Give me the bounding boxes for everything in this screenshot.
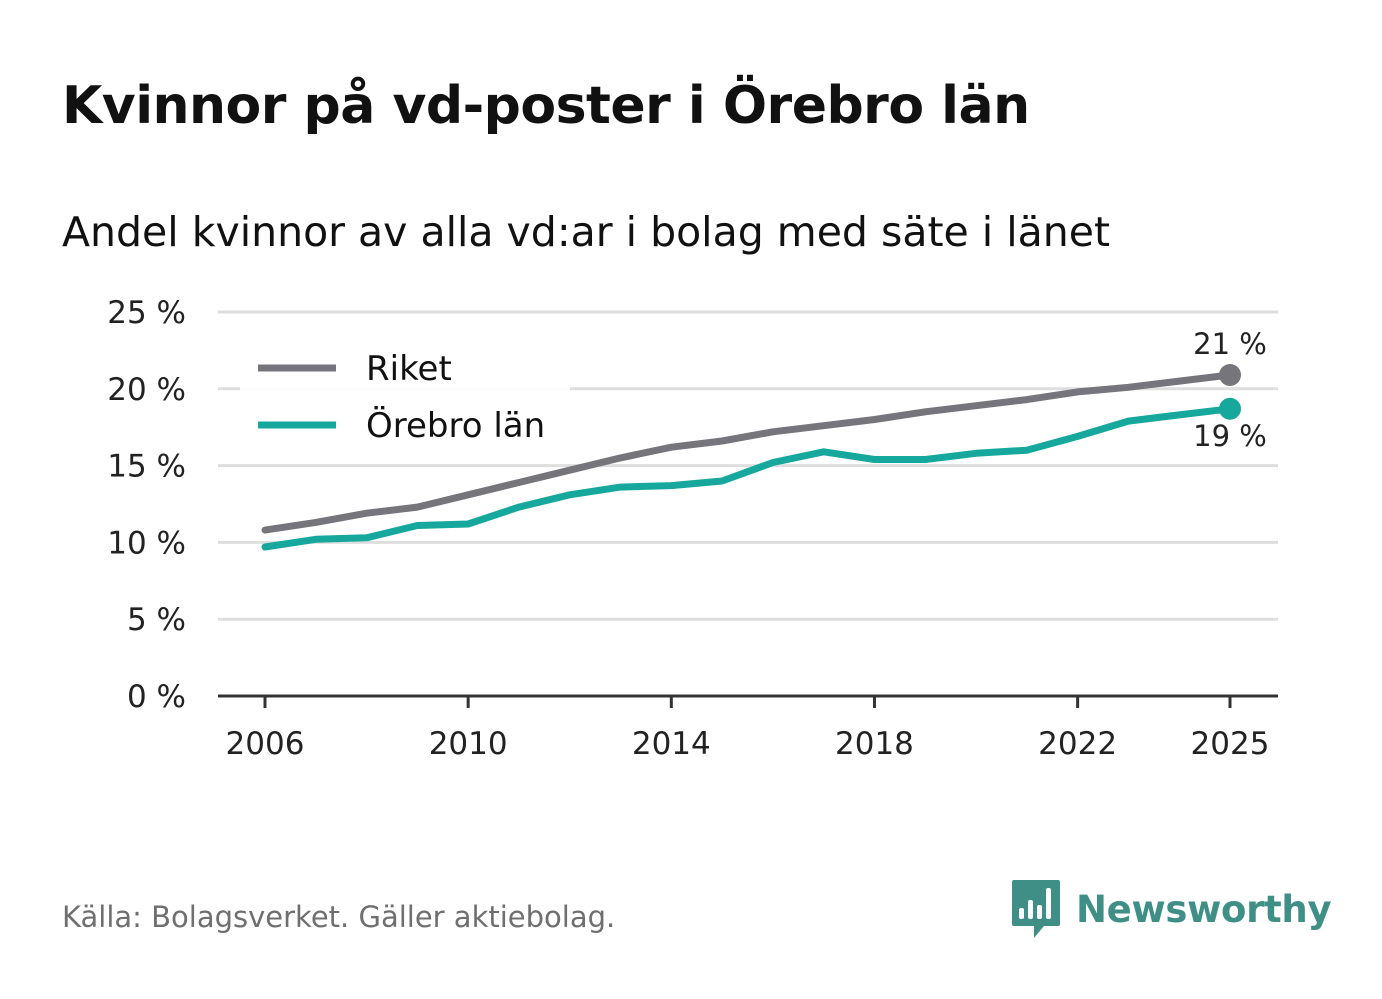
series-lines: 21 % 19 % xyxy=(261,327,1267,551)
y-tick-label: 15 % xyxy=(107,449,186,485)
newsworthy-logo[interactable]: Newsworthy xyxy=(1010,878,1332,940)
brand-name: Newsworthy xyxy=(1076,887,1332,931)
series-line-riket xyxy=(261,371,1234,534)
end-label-orebro: 19 % xyxy=(1193,419,1267,453)
end-label-riket: 21 % xyxy=(1193,327,1267,361)
x-tick-label: 2006 xyxy=(226,726,305,762)
legend-label-orebro: Örebro län xyxy=(366,405,545,446)
chart-title: Kvinnor på vd-poster i Örebro län xyxy=(62,76,1030,136)
chart-subtitle: Andel kvinnor av alla vd:ar i bolag med … xyxy=(62,208,1111,256)
y-tick-label: 0 % xyxy=(127,679,186,715)
y-tick-label: 20 % xyxy=(107,372,186,408)
series-line-orebro xyxy=(261,405,1234,551)
y-tick-label: 25 % xyxy=(107,295,186,331)
end-point-riket xyxy=(1219,363,1241,386)
newsworthy-logo-icon xyxy=(1012,880,1060,938)
end-point-orebro xyxy=(1219,397,1241,420)
x-tick-label: 2018 xyxy=(835,726,914,762)
legend-label-riket: Riket xyxy=(366,349,452,389)
y-tick-label: 10 % xyxy=(107,525,186,561)
x-tick-label: 2025 xyxy=(1191,726,1270,762)
x-tick-label: 2014 xyxy=(632,726,711,762)
y-tick-label: 5 % xyxy=(127,602,186,638)
y-axis-labels: 0 % 5 % 10 % 15 % 20 % 25 % xyxy=(107,295,186,715)
source-note: Källa: Bolagsverket. Gäller aktiebolag. xyxy=(62,900,616,934)
x-axis: 2006 2010 2014 2018 2022 2025 xyxy=(218,694,1278,762)
x-tick-label: 2022 xyxy=(1038,726,1117,762)
x-tick-label: 2010 xyxy=(429,726,508,762)
legend: Riket Örebro län xyxy=(240,345,570,446)
